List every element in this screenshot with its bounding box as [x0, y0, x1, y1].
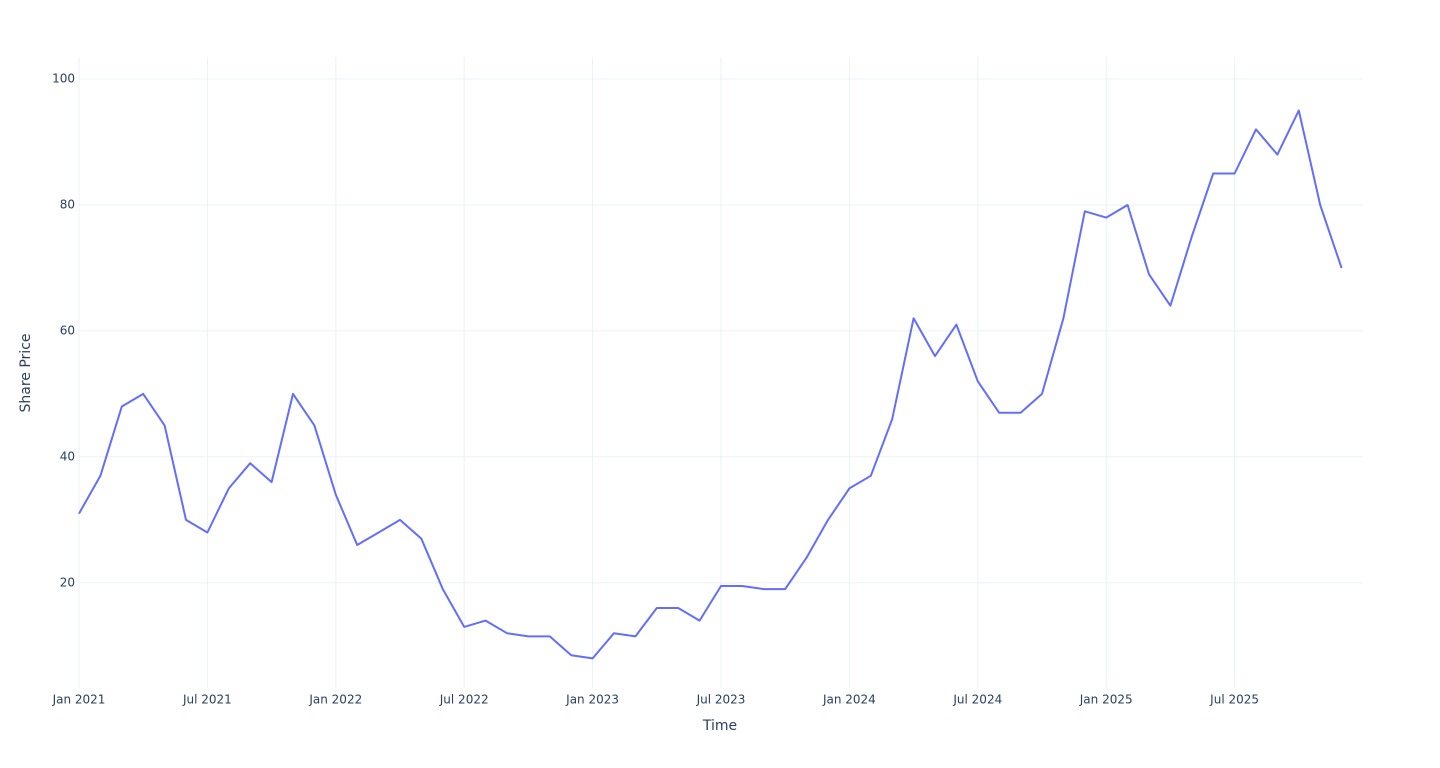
x-tick-label: Jan 2024	[822, 693, 876, 707]
y-tick-label: 80	[60, 197, 75, 211]
x-tick-label: Jan 2025	[1079, 693, 1133, 707]
x-tick-label: Jul 2024	[952, 693, 1002, 707]
x-axis-title: Time	[702, 718, 737, 734]
x-tick-label: Jan 2021	[52, 693, 106, 707]
y-tick-label: 40	[60, 449, 75, 463]
y-tick-label: 20	[60, 575, 75, 589]
price-line	[78, 109, 1343, 660]
x-tick-label: Jul 2023	[696, 693, 746, 707]
x-tick-label: Jul 2022	[439, 693, 489, 707]
x-tick-label: Jul 2025	[1209, 693, 1259, 707]
y-tick-label: 60	[60, 323, 75, 337]
x-tick-label: Jan 2023	[565, 693, 619, 707]
x-tick-label: Jan 2022	[308, 693, 362, 707]
x-tick-label: Jul 2021	[182, 693, 232, 707]
y-tick-label: 100	[52, 72, 75, 86]
y-axis-title: Share Price	[18, 333, 34, 412]
